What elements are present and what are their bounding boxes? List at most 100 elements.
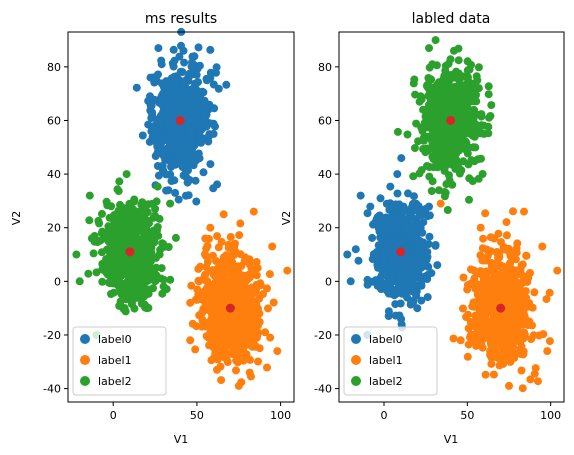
scatter-point-label0 [186,127,195,135]
scatter-point-label1 [269,298,278,307]
scatter-point-label0 [154,44,163,53]
scatter-point-label2 [115,177,124,186]
scatter-point-label0 [165,134,174,143]
scatter-point-label2 [428,60,437,69]
scatter-point-label1 [534,377,542,386]
scatter-point-label0 [393,189,402,198]
legend-label-label2: label2 [98,375,132,388]
scatter-point-label1 [235,231,244,240]
scatter-point-label1 [252,258,261,266]
scatter-point-label1 [489,370,498,379]
scatter-point-label0 [191,176,200,185]
legend-label-label1: label1 [369,354,403,367]
scatter-point-label2 [487,101,496,110]
scatter-point-label0 [158,161,167,170]
scatter-point-label0 [154,70,162,79]
scatter-point-label1 [245,260,254,269]
legend-marker-label1 [351,355,361,365]
x-tick-label: 0 [110,409,117,422]
scatter-point-label1 [463,352,472,361]
scatter-point-label0 [161,154,170,162]
x-axis-label: V1 [174,433,189,446]
scatter-point-label0 [183,178,192,187]
scatter-point-label1 [497,238,505,247]
scatter-point-label1 [200,250,209,259]
scatter-point-label0 [373,212,382,221]
scatter-point-label2 [148,270,157,279]
scatter-point-label1 [208,251,217,260]
scatter-point-label0 [209,184,218,193]
scatter-point-label1 [241,311,250,320]
scatter-point-label2 [440,71,449,80]
scatter-point-label1 [229,324,238,332]
scatter-point-label2 [452,142,461,151]
scatter-point-label2 [435,186,443,195]
scatter-point-label1 [486,277,495,285]
scatter-point-label2 [437,152,446,161]
scatter-point-label1 [263,284,271,293]
scatter-point-label0 [388,227,397,236]
scatter-point-label2 [466,97,475,106]
scatter-point-label1 [187,281,196,290]
scatter-point-label1 [481,209,490,218]
scatter-point-label2 [461,145,469,154]
scatter-point-label2 [437,112,446,121]
scatter-point-label2 [419,136,428,145]
scatter-point-label2 [427,187,436,195]
scatter-point-label0 [202,76,211,85]
scatter-point-label2 [159,282,168,291]
scatter-point-label0 [404,189,412,198]
scatter-point-label2 [166,275,175,284]
scatter-point-label0 [366,202,375,211]
scatter-point-label0 [148,108,157,117]
subplot-ms-results: ms results V1 V2 0 50 100 -40 -20 0 20 40 60 80 l… [10,11,295,446]
scatter-point-label2 [151,205,160,213]
scatter-points [343,36,562,393]
scatter-point-label0 [180,58,189,67]
scatter-point-label0 [153,117,162,126]
scatter-point-label1 [261,328,270,337]
scatter-point-label1 [522,251,531,260]
scatter-point-label0 [405,272,414,281]
scatter-point-label2 [444,59,453,68]
scatter-point-label0 [405,282,414,291]
y-tick-label: 80 [318,61,332,74]
scatter-point-label1 [498,333,507,342]
scatter-point-label1 [468,302,477,311]
scatter-point-label1 [487,290,495,299]
y-tick-label: 40 [47,168,61,181]
y-tick-label: 0 [325,275,332,288]
scatter-point-label2 [441,162,450,171]
scatter-point-label2 [84,269,93,278]
scatter-point-label2 [138,265,146,274]
scatter-point-label1 [436,199,445,208]
scatter-point-label1 [253,321,262,330]
scatter-point-label1 [186,336,195,345]
scatter-point-label0 [187,139,196,147]
legend: label0 label1 label2 [343,326,438,396]
y-tick-label: 60 [318,114,332,127]
scatter-point-label2 [470,157,479,166]
scatter-point-label0 [385,243,394,252]
scatter-point-label0 [152,77,161,86]
scatter-point-label1 [520,207,528,216]
scatter-point-label1 [459,304,467,313]
scatter-point-label1 [511,335,520,344]
scatter-point-label1 [459,273,468,282]
scatter-point-label2 [428,177,437,186]
scatter-point-label2 [455,108,464,117]
scatter-point-label1 [538,242,547,251]
scatter-point-label1 [472,319,481,328]
scatter-point-label0 [368,233,377,242]
scatter-point-label0 [406,210,415,219]
scatter-point-label2 [113,185,122,194]
scatter-point-label0 [182,153,191,161]
scatter-point-label0 [192,197,201,206]
scatter-point-label0 [196,136,205,145]
scatter-point-label2 [452,73,461,82]
scatter-point-label0 [195,61,204,70]
scatter-point-label2 [421,145,430,153]
scatter-point-label2 [143,229,152,238]
scatter-point-label1 [202,332,211,341]
scatter-point-label1 [499,351,508,360]
